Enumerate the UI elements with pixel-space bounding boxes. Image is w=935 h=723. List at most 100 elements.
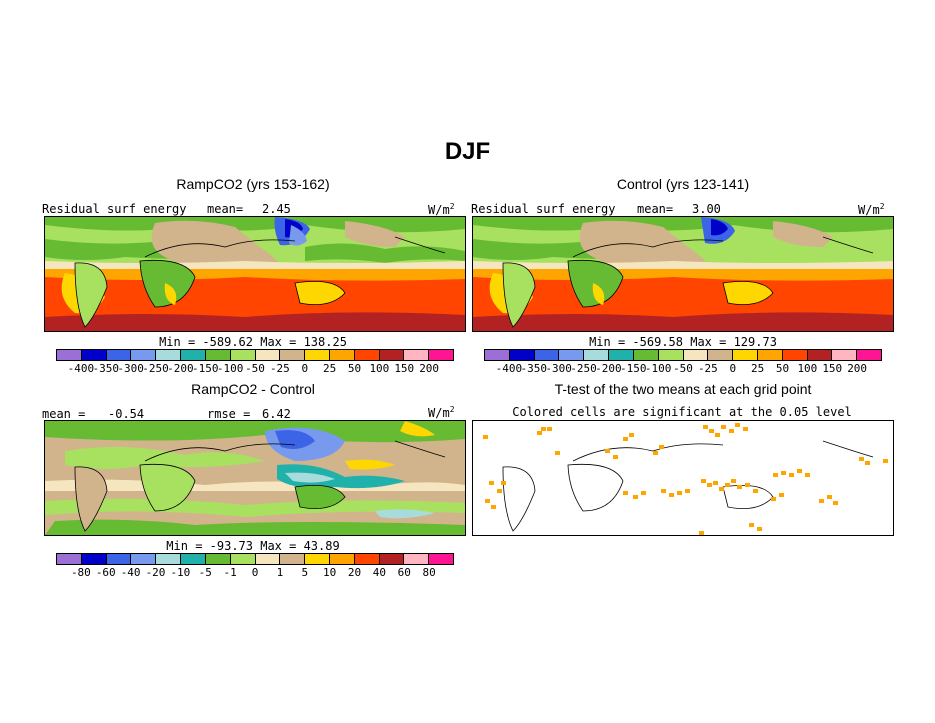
significant-cell	[781, 471, 786, 475]
diff-panel-title: RampCO2 - Control	[191, 381, 315, 397]
colorbar-tick-label: -100	[216, 362, 244, 375]
colorbar-swatch	[708, 350, 734, 360]
colorbar-tick-label: 50	[347, 362, 362, 375]
colorbar-tick-label: -200	[167, 362, 194, 375]
diff-colorbar-ticks: -80 -60 -40 -20 -10 -5 -1 0 1 5 10 20 40 60 80	[56, 566, 454, 580]
ttest-map	[472, 420, 894, 536]
significant-cell	[701, 479, 706, 483]
significant-cell	[613, 455, 618, 459]
colorbar-swatch	[329, 554, 355, 564]
significant-cell	[707, 483, 712, 487]
colorbar-tick-label: 80	[422, 566, 436, 579]
colorbar-swatch	[57, 554, 82, 564]
colorbar-swatch	[181, 554, 206, 564]
diff-mean-label: mean =	[42, 407, 86, 421]
significant-cell	[771, 497, 776, 501]
significant-cell	[629, 433, 634, 437]
significant-cell	[715, 433, 720, 437]
significant-cell	[709, 429, 714, 433]
control-mean-value: 3.00	[692, 202, 721, 216]
colorbar-swatch	[106, 350, 132, 360]
significant-cell	[725, 483, 730, 487]
colorbar-swatch	[429, 350, 453, 360]
colorbar-tick-label: 100	[369, 362, 390, 375]
colorbar-tick-label: 5	[301, 566, 309, 579]
colorbar-tick-label: -150	[620, 362, 647, 375]
colorbar-swatch	[205, 554, 231, 564]
significant-cell	[827, 495, 832, 499]
colorbar-swatch	[255, 350, 281, 360]
colorbar-swatch	[404, 350, 430, 360]
diff-map	[44, 420, 466, 536]
colorbar-tick-label: 200	[419, 362, 440, 375]
colorbar-tick-label: -250	[570, 362, 597, 375]
colorbar-swatch	[429, 554, 453, 564]
significant-cell	[677, 491, 682, 495]
control-mean-label: mean=	[637, 202, 674, 216]
colorbar-swatch	[230, 554, 256, 564]
significant-cell	[669, 493, 674, 497]
significant-cell	[703, 425, 708, 429]
diff-rmse-label: rmse =	[207, 407, 251, 421]
colorbar-swatch	[156, 554, 182, 564]
significant-cell	[773, 473, 778, 477]
colorbar-swatch	[354, 554, 380, 564]
colorbar-tick-label: 150	[394, 362, 415, 375]
control-colorbar-ticks: -400 -350 -300 -250 -200 -150 -100 -50 -25 0 25 50 1…	[484, 362, 882, 376]
significant-cell	[749, 523, 754, 527]
colorbar-tick-label: -80	[70, 566, 91, 579]
colorbar-tick-label: -10	[170, 566, 191, 579]
diff-rmse-value: 6.42	[262, 407, 291, 421]
colorbar-tick-label: 60	[397, 566, 411, 579]
significant-cell	[653, 451, 658, 455]
ramp-mean-value: 2.45	[262, 202, 291, 216]
colorbar-swatch	[181, 350, 206, 360]
colorbar-swatch	[106, 554, 132, 564]
significant-cell	[753, 489, 758, 493]
colorbar-tick-label: -300	[117, 362, 144, 375]
ttest-panel-title: T-test of the two means at each grid poi…	[554, 381, 812, 397]
colorbar-tick-label: -5	[198, 566, 212, 579]
significant-cell	[685, 489, 690, 493]
colorbar-tick-label: 100	[797, 362, 818, 375]
colorbar-tick-label: 150	[822, 362, 843, 375]
colorbar-swatch	[733, 350, 758, 360]
significant-cell	[805, 473, 810, 477]
significant-cell	[641, 491, 646, 495]
control-map	[472, 216, 894, 332]
colorbar-tick-label: -400	[67, 362, 95, 375]
colorbar-swatch	[633, 350, 659, 360]
colorbar-tick-label: -50	[673, 362, 693, 375]
colorbar-swatch	[205, 350, 231, 360]
significant-cell	[485, 499, 490, 503]
ttest-subtitle: Colored cells are significant at the 0.0…	[512, 405, 852, 419]
ramp-mean-label: mean=	[207, 202, 244, 216]
colorbar-swatch	[857, 350, 881, 360]
colorbar-swatch	[509, 350, 535, 360]
significant-cell	[735, 423, 740, 427]
colorbar-swatch	[807, 350, 833, 360]
control-units: W/m2	[858, 202, 885, 217]
colorbar-tick-label: -60	[95, 566, 116, 579]
significant-cell	[721, 425, 726, 429]
colorbar-tick-label: 200	[847, 362, 868, 375]
significant-cell	[491, 505, 496, 509]
significant-cell	[789, 473, 794, 477]
colorbar-swatch	[131, 554, 157, 564]
ramp-units: W/m2	[428, 202, 455, 217]
colorbar-swatch	[280, 350, 306, 360]
colorbar-tick-label: -25	[269, 362, 290, 375]
colorbar-swatch	[57, 350, 82, 360]
diff-units: W/m2	[428, 405, 455, 420]
colorbar-swatch	[757, 350, 783, 360]
significant-cell	[501, 481, 506, 485]
colorbar-tick-label: -1	[223, 566, 237, 579]
significant-cell	[719, 487, 724, 491]
significant-cell	[633, 495, 638, 499]
significant-cell	[537, 431, 542, 435]
significant-cell	[661, 489, 666, 493]
colorbar-swatch	[305, 554, 330, 564]
colorbar-tick-label: -20	[145, 566, 166, 579]
ramp-map	[44, 216, 466, 332]
significant-cell	[699, 531, 704, 535]
